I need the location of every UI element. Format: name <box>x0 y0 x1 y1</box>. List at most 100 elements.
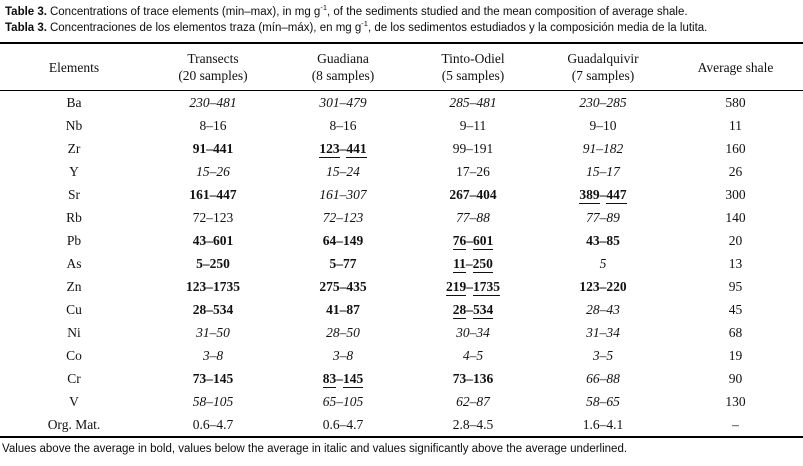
value-range-cell: 91–441 <box>192 141 234 156</box>
value-range-cell: 0.6–4.7 <box>322 417 364 432</box>
table-row: Pb 43–601 64–149 76–601 43–85 20 <box>0 229 803 252</box>
table-row: Zn 123–1735 275–435 219–1735 123–220 95 <box>0 275 803 298</box>
table-footnote: Values above the average in bold, values… <box>2 443 628 455</box>
element-name-cell: Y <box>69 164 79 179</box>
value-range-cell: 161–307 <box>319 187 367 202</box>
value-range-cell: 3–5 <box>592 348 614 363</box>
value-range-cell: 5 <box>599 256 607 271</box>
value-range-cell: 0.6–4.7 <box>192 417 234 432</box>
value-range-cell: 28–43 <box>586 302 620 317</box>
value-range-cell: 28–534 <box>452 302 494 319</box>
value-range-cell: 41–87 <box>326 302 360 317</box>
element-name-cell: Rb <box>66 210 82 225</box>
element-name-cell: As <box>66 256 82 271</box>
value-range-cell: 72–123 <box>322 210 364 225</box>
element-name-cell: V <box>69 394 79 409</box>
caption-es-text: Concentraciones de los elementos traza (… <box>49 22 362 34</box>
average-shale-cell: 90 <box>728 371 743 386</box>
value-range-cell: 43–85 <box>586 233 620 248</box>
underlined-value: 219 <box>446 279 467 296</box>
average-shale-cell: 45 <box>728 302 743 317</box>
table-row: Org. Mat. 0.6–4.7 0.6–4.7 2.8–4.5 1.6–4.1 – <box>0 413 803 437</box>
value-range-cell: 76–601 <box>452 233 494 250</box>
value-range-cell: 77–89 <box>586 210 620 225</box>
value-range-cell: 8–16 <box>199 118 227 133</box>
element-name-cell: Cr <box>67 371 81 386</box>
value-range-cell: 3–8 <box>332 348 354 363</box>
value-range-cell: 15–17 <box>586 164 620 179</box>
value-range-cell: 230–285 <box>579 95 627 110</box>
value-range-cell: 219–1735 <box>446 279 500 296</box>
average-shale-cell: 20 <box>728 233 743 248</box>
element-name-cell: Zr <box>67 141 81 156</box>
value-range-cell: 58–65 <box>586 394 620 409</box>
table-row: Cr 73–145 83–145 73–136 66–88 90 <box>0 367 803 390</box>
underlined-value: 83 <box>322 371 337 388</box>
value-range-cell: 8–16 <box>329 118 357 133</box>
table-row: Ni 31–50 28–50 30–34 31–34 68 <box>0 321 803 344</box>
value-range-cell: 73–145 <box>192 371 234 386</box>
underlined-value: 601 <box>473 233 494 250</box>
average-shale-cell: – <box>732 417 739 432</box>
value-range-cell: 65–105 <box>322 394 364 409</box>
value-range-cell: 4–5 <box>462 348 484 363</box>
table-row: As 5–250 5–77 11–250 5 13 <box>0 252 803 275</box>
underlined-value: 441 <box>346 141 367 158</box>
value-range-cell: 11–250 <box>453 256 493 273</box>
underlined-value: 76 <box>452 233 467 250</box>
average-shale-cell: 140 <box>725 210 746 225</box>
element-name-cell: Pb <box>66 233 82 248</box>
value-range-cell: 9–10 <box>589 118 617 133</box>
value-range-cell: 3–8 <box>202 348 224 363</box>
table-header-row: Elements Transects (20 samples) Guadiana… <box>0 43 803 91</box>
value-range-cell: 28–50 <box>326 325 360 340</box>
average-shale-cell: 68 <box>728 325 743 340</box>
average-shale-cell: 11 <box>729 118 742 133</box>
value-range-cell: 17–26 <box>456 164 490 179</box>
table-row: V 58–105 65–105 62–87 58–65 130 <box>0 390 803 413</box>
value-range-cell: 267–404 <box>449 187 497 202</box>
caption-english: Table 3. Concentrations of trace elements… <box>5 4 798 20</box>
value-range-cell: 123–1735 <box>186 279 240 294</box>
value-range-cell: 31–50 <box>196 325 230 340</box>
underlined-value: 447 <box>606 187 627 204</box>
table-row: Sr 161–447 161–307 267–404 389–447 300 <box>0 183 803 206</box>
average-shale-cell: 26 <box>728 164 743 179</box>
value-range-cell: 66–88 <box>586 371 620 386</box>
col-header-elements: Elements <box>48 59 100 75</box>
value-range-cell: 161–447 <box>189 187 237 202</box>
underlined-value: 11 <box>453 256 466 273</box>
value-range-cell: 62–87 <box>456 394 490 409</box>
value-range-cell: 1.6–4.1 <box>582 417 624 432</box>
value-range-cell: 91–182 <box>582 141 624 156</box>
element-name-cell: Nb <box>65 118 83 133</box>
caption-en-superscript: -1 <box>320 3 328 13</box>
table-row: Zr 91–441 123–441 99–191 91–182 160 <box>0 137 803 160</box>
underlined-value: 250 <box>472 256 493 273</box>
average-shale-cell: 19 <box>728 348 743 363</box>
value-range-cell: 285–481 <box>449 95 497 110</box>
value-range-cell: 28–534 <box>192 302 234 317</box>
underlined-value: 123 <box>319 141 340 158</box>
element-name-cell: Cu <box>66 302 82 317</box>
underlined-value: 1735 <box>473 279 500 296</box>
table-row: Y 15–26 15–24 17–26 15–17 26 <box>0 160 803 183</box>
trace-elements-table: Elements Transects (20 samples) Guadiana… <box>0 42 803 438</box>
caption-en-text: Concentrations of trace elements (min–ma… <box>49 6 321 18</box>
table-row: Ba 230–481 301–479 285–481 230–285 580 <box>0 91 803 115</box>
value-range-cell: 77–88 <box>456 210 490 225</box>
caption-es-rest: , de los sedimentos estudiados y la comp… <box>367 22 708 34</box>
value-range-cell: 230–481 <box>189 95 237 110</box>
element-name-cell: Zn <box>66 279 82 294</box>
underlined-value: 28 <box>452 302 467 319</box>
value-range-cell: 5–250 <box>196 256 230 271</box>
value-range-cell: 73–136 <box>452 371 494 386</box>
value-range-cell: 30–34 <box>456 325 490 340</box>
caption-es-superscript: -1 <box>361 19 368 29</box>
table-row: Rb 72–123 72–123 77–88 77–89 140 <box>0 206 803 229</box>
element-name-cell: Ba <box>66 95 82 110</box>
value-range-cell: 83–145 <box>322 371 364 388</box>
underlined-value: 145 <box>343 371 364 388</box>
value-range-cell: 275–435 <box>319 279 367 294</box>
element-name-cell: Sr <box>67 187 80 202</box>
